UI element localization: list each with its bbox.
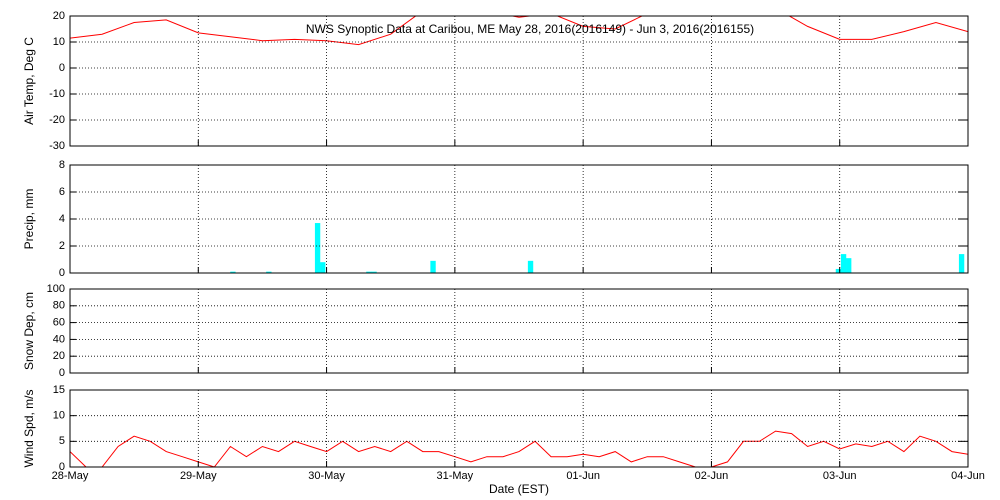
- y-axis-label: Wind Spd, m/s: [22, 389, 36, 467]
- plot-area: [230, 223, 965, 273]
- y-tick-label: 40: [53, 333, 65, 345]
- y-tick-label: 80: [53, 300, 65, 312]
- y-tick-label: 10: [53, 36, 65, 48]
- y-tick-label: 20: [53, 10, 65, 22]
- bar: [958, 254, 965, 273]
- y-tick-label: 5: [59, 435, 65, 447]
- x-tick-label: 31-May: [437, 470, 474, 482]
- chart-title: NWS Synoptic Data at Caribou, ME May 28,…: [306, 22, 754, 36]
- bar: [527, 260, 534, 273]
- y-axis-label: Air Temp, Deg C: [22, 37, 36, 125]
- x-axis-label: Date (EST): [489, 482, 549, 496]
- y-tick-label: 0: [59, 367, 65, 379]
- plot-frame: [69, 164, 969, 274]
- y-tick-label: 10: [53, 410, 65, 422]
- bar: [846, 258, 852, 273]
- bar: [230, 271, 236, 273]
- y-axis-label: Precip, mm: [22, 189, 36, 250]
- bar: [430, 260, 436, 273]
- bar: [835, 268, 842, 273]
- x-tick-label: 01-Jun: [566, 470, 600, 482]
- x-tick-label: 30-May: [308, 470, 345, 482]
- x-tick-label: 28-May: [52, 470, 89, 482]
- bar: [314, 223, 321, 273]
- data-line: [70, 16, 968, 46]
- plot-area: [70, 430, 968, 467]
- x-tick-label: 03-Jun: [823, 470, 857, 482]
- bar: [366, 271, 372, 273]
- y-tick-label: -10: [49, 88, 65, 100]
- y-tick-label: 20: [53, 350, 65, 362]
- y-tick-label: -20: [49, 114, 65, 126]
- plot-frame: [69, 389, 969, 468]
- x-tick-label: 04-Jun: [951, 470, 985, 482]
- plot-frame: [69, 15, 969, 147]
- y-axis-label: Snow Dep, cm: [22, 292, 36, 370]
- y-tick-label: 0: [59, 267, 65, 279]
- bar: [320, 262, 326, 273]
- bar: [371, 271, 377, 273]
- x-tick-label: 02-Jun: [695, 470, 729, 482]
- x-tick-label: 29-May: [180, 470, 217, 482]
- y-tick-label: 2: [59, 240, 65, 252]
- y-tick-label: 60: [53, 317, 65, 329]
- y-tick-label: 0: [59, 461, 65, 473]
- y-tick-label: 8: [59, 159, 65, 171]
- y-tick-label: 4: [59, 213, 65, 225]
- y-tick-label: 6: [59, 186, 65, 198]
- plot-frame: [69, 288, 969, 374]
- y-tick-label: 0: [59, 62, 65, 74]
- plot-area: [70, 16, 968, 46]
- y-tick-label: 100: [47, 283, 65, 295]
- y-tick-label: -30: [49, 140, 65, 152]
- data-line: [70, 430, 968, 467]
- y-tick-label: 15: [53, 384, 65, 396]
- bar: [840, 254, 847, 273]
- bar: [266, 271, 272, 273]
